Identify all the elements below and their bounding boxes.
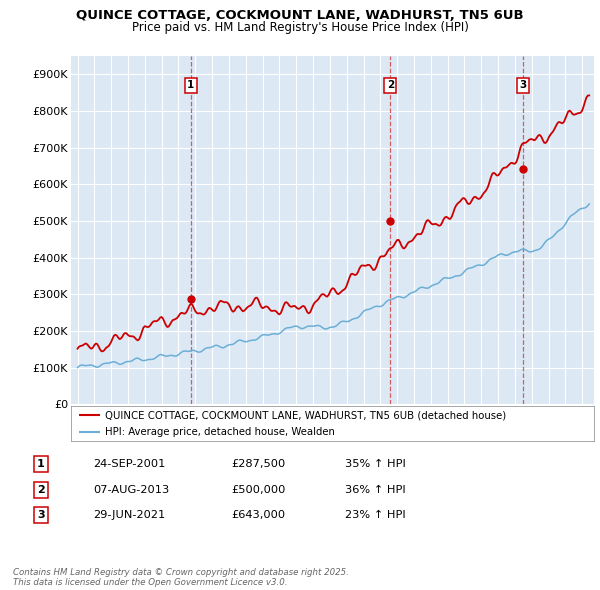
Text: 36% ↑ HPI: 36% ↑ HPI <box>345 485 406 494</box>
Text: 2: 2 <box>37 485 44 494</box>
Text: HPI: Average price, detached house, Wealden: HPI: Average price, detached house, Weal… <box>105 427 335 437</box>
Text: 1: 1 <box>37 460 44 469</box>
Text: 3: 3 <box>37 510 44 520</box>
Text: 29-JUN-2021: 29-JUN-2021 <box>93 510 165 520</box>
Text: QUINCE COTTAGE, COCKMOUNT LANE, WADHURST, TN5 6UB: QUINCE COTTAGE, COCKMOUNT LANE, WADHURST… <box>76 9 524 22</box>
Text: £500,000: £500,000 <box>231 485 286 494</box>
Text: 07-AUG-2013: 07-AUG-2013 <box>93 485 169 494</box>
Text: 3: 3 <box>520 80 527 90</box>
Text: £643,000: £643,000 <box>231 510 285 520</box>
Text: 24-SEP-2001: 24-SEP-2001 <box>93 460 166 469</box>
Text: QUINCE COTTAGE, COCKMOUNT LANE, WADHURST, TN5 6UB (detached house): QUINCE COTTAGE, COCKMOUNT LANE, WADHURST… <box>105 411 506 421</box>
Text: 23% ↑ HPI: 23% ↑ HPI <box>345 510 406 520</box>
Text: £287,500: £287,500 <box>231 460 285 469</box>
Text: 1: 1 <box>187 80 194 90</box>
Text: 2: 2 <box>386 80 394 90</box>
Text: Contains HM Land Registry data © Crown copyright and database right 2025.
This d: Contains HM Land Registry data © Crown c… <box>13 568 349 587</box>
Text: 35% ↑ HPI: 35% ↑ HPI <box>345 460 406 469</box>
Text: Price paid vs. HM Land Registry's House Price Index (HPI): Price paid vs. HM Land Registry's House … <box>131 21 469 34</box>
